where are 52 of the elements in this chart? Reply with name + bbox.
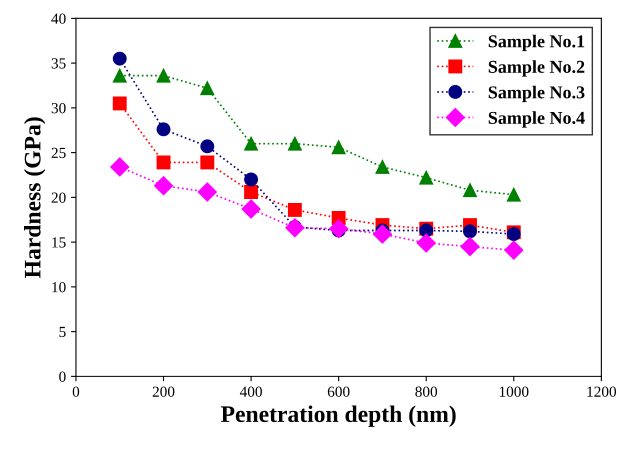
legend-label: Sample No.1: [488, 34, 584, 52]
y-tick-label: 30: [52, 103, 66, 114]
x-tick-label: 600: [328, 386, 350, 397]
point: [463, 183, 477, 198]
point: [504, 240, 524, 260]
point: [419, 170, 434, 185]
y-tick-label: 15: [52, 237, 66, 248]
point: [375, 160, 390, 174]
point: [285, 218, 304, 238]
point: [154, 176, 174, 196]
point: [416, 233, 436, 253]
point: [156, 156, 170, 170]
point: [112, 68, 127, 83]
y-tick-label: 25: [52, 148, 66, 158]
legend-label: Sample No.3: [488, 86, 584, 102]
point: [200, 139, 214, 154]
point: [112, 52, 127, 66]
point: [156, 122, 170, 136]
point: [200, 156, 214, 170]
point: [244, 185, 258, 199]
x-tick-label: 1200: [587, 386, 616, 397]
x-tick-label: 200: [152, 386, 174, 397]
point: [198, 182, 217, 202]
legend-label: Sample No.4: [488, 111, 585, 128]
y-tick-label: 10: [52, 282, 66, 292]
point: [372, 224, 392, 244]
point: [332, 140, 346, 154]
point: [288, 136, 302, 151]
point: [200, 81, 214, 96]
y-tick-label: 0: [59, 372, 66, 382]
x-tick-label: 400: [240, 386, 262, 397]
point: [244, 172, 258, 186]
point: [156, 68, 170, 83]
y-tick-label: 20: [52, 192, 66, 203]
y-tick-label: 40: [51, 14, 66, 24]
legend-label: Sample No.2: [488, 60, 584, 77]
point: [463, 224, 477, 238]
point: [112, 96, 127, 110]
x-tick-label: 800: [415, 386, 438, 397]
point: [329, 219, 348, 238]
point: [242, 199, 261, 219]
point: [110, 157, 130, 176]
point: [288, 202, 302, 217]
y-tick-label: 5: [59, 326, 66, 338]
y-tick-label: 35: [52, 58, 66, 69]
point: [460, 237, 480, 256]
x-tick-label: 0: [72, 386, 80, 397]
x-tick-label: 1000: [500, 386, 528, 397]
x-axis-title: Penetration depth (nm): [221, 406, 456, 427]
point: [506, 188, 521, 202]
y-axis-title: Hardness (GPa): [24, 117, 46, 278]
point: [244, 136, 258, 151]
